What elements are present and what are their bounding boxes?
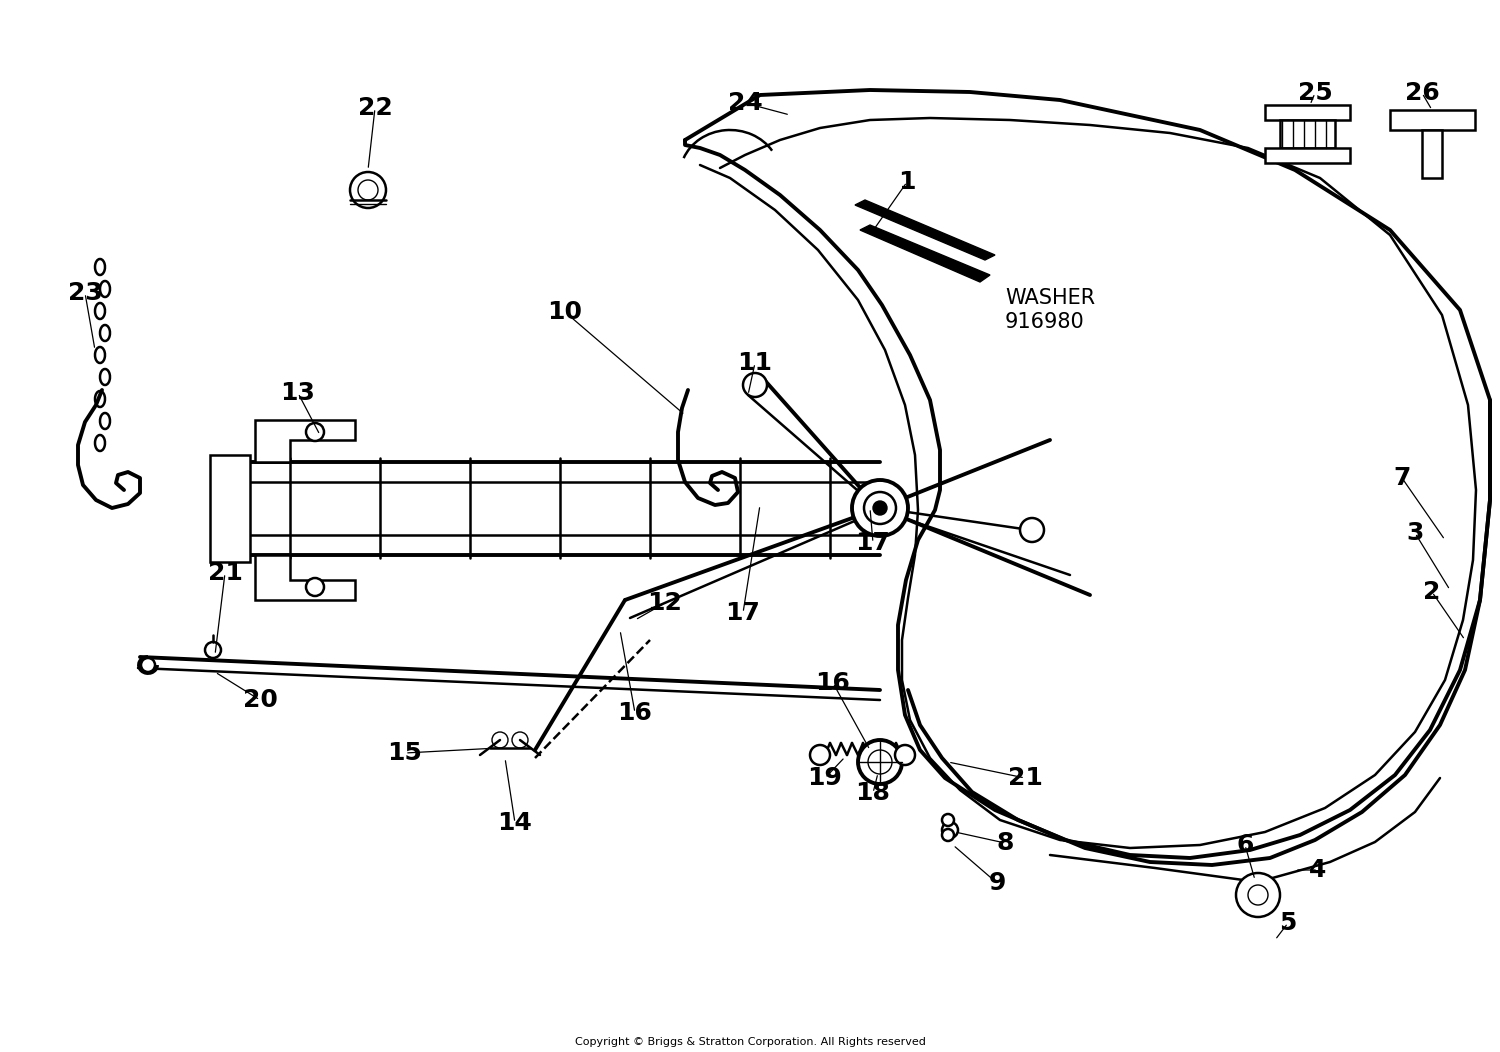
Text: 16: 16 bbox=[618, 701, 652, 725]
Text: 3: 3 bbox=[1407, 521, 1424, 545]
Polygon shape bbox=[859, 225, 990, 282]
Circle shape bbox=[810, 745, 830, 765]
Circle shape bbox=[858, 740, 901, 784]
Circle shape bbox=[896, 745, 915, 765]
Text: 6: 6 bbox=[1236, 833, 1254, 857]
Text: 13: 13 bbox=[280, 381, 315, 405]
Circle shape bbox=[942, 814, 954, 826]
Text: 9: 9 bbox=[988, 871, 1005, 895]
Text: 2: 2 bbox=[1424, 580, 1440, 604]
Text: 4: 4 bbox=[1310, 858, 1326, 882]
Circle shape bbox=[306, 423, 324, 441]
Polygon shape bbox=[255, 555, 356, 600]
Circle shape bbox=[864, 492, 895, 524]
Polygon shape bbox=[1422, 130, 1442, 178]
Polygon shape bbox=[1390, 110, 1474, 130]
Circle shape bbox=[1248, 885, 1268, 905]
Text: WASHER
916980: WASHER 916980 bbox=[1005, 288, 1095, 331]
Polygon shape bbox=[1264, 105, 1350, 120]
Text: 5: 5 bbox=[1280, 911, 1296, 935]
Text: 23: 23 bbox=[68, 281, 102, 305]
Circle shape bbox=[868, 750, 892, 774]
Circle shape bbox=[492, 732, 508, 748]
Polygon shape bbox=[255, 420, 356, 462]
Circle shape bbox=[512, 732, 528, 748]
Text: 16: 16 bbox=[816, 671, 850, 695]
Text: 17: 17 bbox=[726, 601, 760, 625]
Text: 26: 26 bbox=[1404, 81, 1440, 105]
Circle shape bbox=[1236, 873, 1280, 917]
Circle shape bbox=[873, 501, 886, 515]
Text: 15: 15 bbox=[387, 741, 423, 765]
Circle shape bbox=[942, 829, 954, 841]
Text: 18: 18 bbox=[855, 781, 891, 805]
Text: 22: 22 bbox=[357, 96, 393, 120]
Text: 21: 21 bbox=[1008, 766, 1042, 790]
Text: 8: 8 bbox=[996, 831, 1014, 855]
Text: 1: 1 bbox=[898, 170, 915, 194]
Circle shape bbox=[742, 373, 766, 397]
Text: 10: 10 bbox=[548, 300, 582, 324]
Text: 20: 20 bbox=[243, 688, 278, 712]
Polygon shape bbox=[855, 200, 994, 260]
Text: 11: 11 bbox=[738, 351, 772, 375]
Text: 21: 21 bbox=[207, 561, 243, 585]
Circle shape bbox=[358, 180, 378, 200]
Text: Copyright © Briggs & Stratton Corporation. All Rights reserved: Copyright © Briggs & Stratton Corporatio… bbox=[574, 1037, 926, 1047]
Circle shape bbox=[1020, 518, 1044, 542]
Text: 24: 24 bbox=[728, 92, 762, 115]
Text: 25: 25 bbox=[1298, 81, 1332, 105]
Circle shape bbox=[206, 642, 220, 658]
Circle shape bbox=[306, 578, 324, 596]
Circle shape bbox=[141, 658, 154, 672]
Text: 14: 14 bbox=[498, 811, 532, 835]
Text: 12: 12 bbox=[648, 591, 682, 615]
Text: 19: 19 bbox=[807, 766, 843, 790]
Polygon shape bbox=[1280, 120, 1335, 148]
Circle shape bbox=[350, 171, 386, 208]
Polygon shape bbox=[1264, 148, 1350, 163]
Circle shape bbox=[852, 480, 907, 537]
Text: 7: 7 bbox=[1394, 466, 1410, 490]
Polygon shape bbox=[210, 456, 251, 562]
Text: 17: 17 bbox=[855, 531, 891, 555]
Circle shape bbox=[942, 822, 958, 838]
